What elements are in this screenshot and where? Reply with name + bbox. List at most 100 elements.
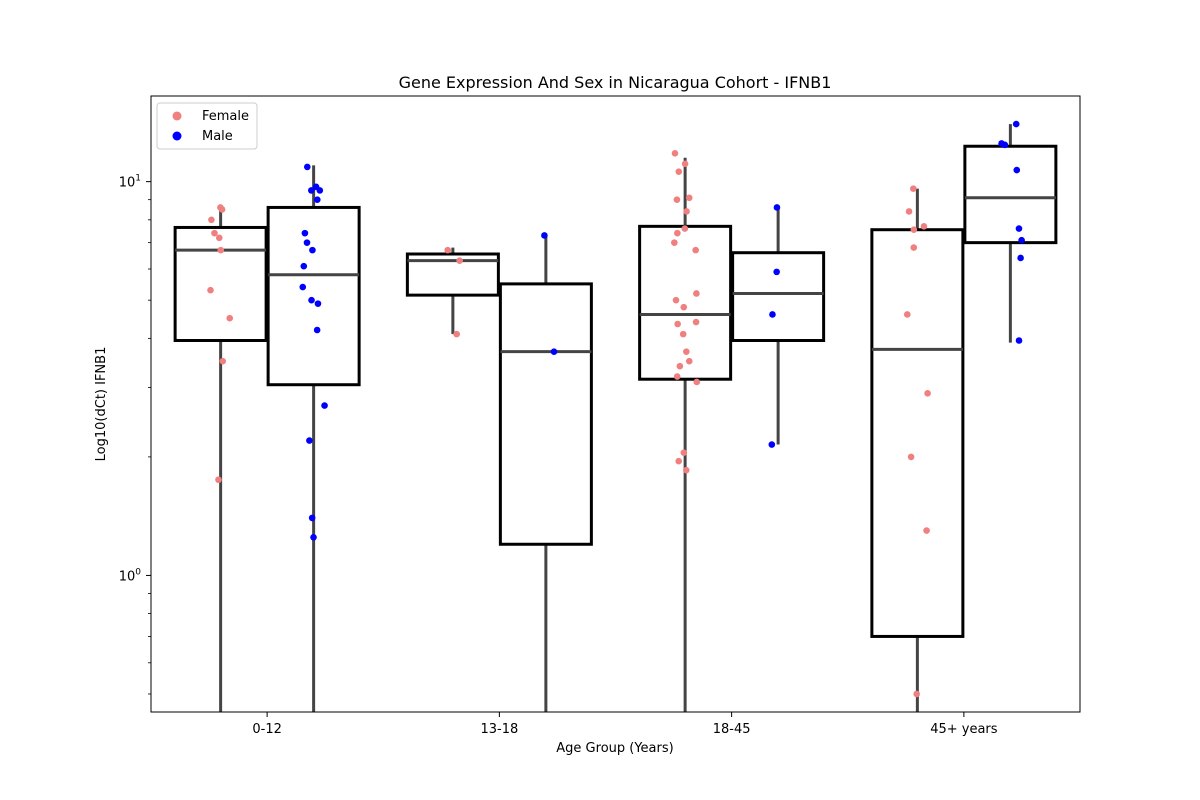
data-point-male-0-12-2 <box>307 187 315 194</box>
data-point-female-45-years-4 <box>910 244 918 251</box>
plot-content <box>173 120 1058 712</box>
chart-title: Gene Expression And Sex in Nicaragua Coh… <box>399 73 832 92</box>
data-point-female-18-45-21 <box>680 449 688 456</box>
data-point-female-0-12-2 <box>208 216 215 224</box>
box-female-0-12 <box>173 225 268 343</box>
data-point-female-18-45-13 <box>692 318 700 326</box>
data-point-male-45-years-4 <box>1015 225 1023 232</box>
data-point-female-45-years-1 <box>905 208 913 215</box>
data-point-male-0-12-13 <box>321 402 328 409</box>
data-point-female-18-45-8 <box>671 239 678 246</box>
data-point-female-18-45-9 <box>692 246 699 254</box>
data-point-male-0-12-7 <box>309 246 316 254</box>
data-point-male-18-45-0 <box>773 204 781 211</box>
data-point-male-0-12-16 <box>310 533 317 541</box>
data-point-female-18-45-12 <box>680 303 688 311</box>
y-axis-label: Log10(dCt) IFNB1 <box>94 347 109 462</box>
data-point-female-0-12-5 <box>217 246 225 254</box>
x-tick-label-13-18: 13-18 <box>480 722 518 737</box>
x-tick-label-45-years: 45+ years <box>930 722 998 737</box>
data-point-female-18-45-11 <box>672 296 680 304</box>
data-point-female-18-45-16 <box>683 348 690 355</box>
data-point-female-45-years-5 <box>903 311 911 318</box>
data-point-male-45-years-3 <box>1013 166 1021 174</box>
data-point-female-45-years-6 <box>924 390 931 397</box>
data-point-female-18-45-7 <box>674 229 681 237</box>
data-point-female-18-45-6 <box>681 225 689 232</box>
data-point-female-0-12-9 <box>215 476 222 484</box>
data-point-male-18-45-1 <box>773 268 780 276</box>
data-point-male-45-years-0 <box>1012 120 1020 128</box>
data-point-male-0-12-15 <box>308 514 316 522</box>
data-point-male-0-12-11 <box>314 300 322 307</box>
legend-frame <box>156 102 258 150</box>
data-point-female-13-18-0 <box>444 246 452 254</box>
data-point-female-0-12-4 <box>215 234 223 242</box>
data-point-male-13-18-1 <box>550 348 558 355</box>
data-point-male-18-45-3 <box>768 441 776 448</box>
box-female-45-years <box>870 228 965 638</box>
axes-frame <box>150 95 1081 713</box>
data-point-female-0-12-3 <box>211 229 218 237</box>
box-male-18-45 <box>731 251 826 343</box>
x-tick-label-0-12: 0-12 <box>252 722 282 737</box>
y-tick-label-1: 101 <box>119 174 141 191</box>
legend-marker-male <box>172 131 182 141</box>
data-point-female-0-12-7 <box>226 314 234 322</box>
data-point-male-0-12-9 <box>299 283 307 291</box>
data-point-female-18-45-19 <box>673 373 681 380</box>
data-point-female-13-18-1 <box>456 257 463 264</box>
box-male-13-18 <box>498 282 593 546</box>
data-point-female-0-12-1 <box>218 206 226 213</box>
data-point-male-0-12-0 <box>303 163 311 171</box>
data-point-male-0-12-5 <box>301 229 309 237</box>
data-point-female-18-45-0 <box>671 150 679 157</box>
box-male-0-12 <box>266 205 361 387</box>
data-point-female-18-45-22 <box>675 457 683 465</box>
data-point-female-18-45-17 <box>685 357 693 365</box>
data-point-male-0-12-6 <box>303 239 311 246</box>
data-point-female-18-45-14 <box>674 320 681 328</box>
data-point-male-45-years-2 <box>1001 141 1009 149</box>
data-point-female-13-18-2 <box>453 330 460 338</box>
data-point-male-18-45-2 <box>769 311 776 318</box>
legend-label-male: Male <box>202 129 233 144</box>
data-point-female-45-years-2 <box>920 223 928 230</box>
data-point-female-45-years-7 <box>907 453 915 461</box>
data-point-male-45-years-7 <box>1015 337 1023 344</box>
x-axis-label: Age Group (Years) <box>556 741 673 756</box>
data-point-female-45-years-3 <box>910 226 918 234</box>
legend-label-female: Female <box>202 109 249 124</box>
data-point-male-45-years-5 <box>1018 236 1025 244</box>
data-point-female-18-45-18 <box>676 362 684 370</box>
y-tick-label-0: 100 <box>119 567 142 584</box>
data-point-female-0-12-6 <box>207 286 214 294</box>
legend-marker-female <box>172 111 182 121</box>
data-point-female-45-years-0 <box>910 185 917 192</box>
data-point-female-18-45-2 <box>675 168 683 175</box>
data-point-male-0-12-14 <box>306 437 313 444</box>
legend: Female Male <box>156 102 258 150</box>
data-point-male-0-12-4 <box>313 196 321 203</box>
data-point-female-18-45-4 <box>673 196 681 203</box>
data-point-female-0-12-8 <box>219 357 227 365</box>
box-female-13-18 <box>405 252 500 297</box>
data-point-male-0-12-10 <box>308 296 315 304</box>
data-point-female-18-45-15 <box>679 330 687 338</box>
data-point-female-18-45-5 <box>683 208 690 215</box>
data-point-female-18-45-23 <box>682 466 690 474</box>
data-point-female-18-45-1 <box>681 160 689 168</box>
data-point-male-13-18-0 <box>541 232 548 239</box>
plot-area: 100 101 0-12 13-18 18-45 45+ years <box>119 95 1081 737</box>
data-point-male-0-12-12 <box>313 326 321 334</box>
data-point-female-45-years-8 <box>923 527 930 534</box>
data-point-male-45-years-6 <box>1017 254 1024 262</box>
data-point-female-18-45-3 <box>685 194 693 202</box>
data-point-female-18-45-20 <box>693 378 701 386</box>
box-male-45-years <box>963 144 1058 245</box>
x-tick-label-18-45: 18-45 <box>713 722 751 737</box>
data-point-male-0-12-3 <box>316 187 324 194</box>
data-point-female-45-years-9 <box>913 690 920 698</box>
data-point-male-0-12-8 <box>300 262 308 270</box>
